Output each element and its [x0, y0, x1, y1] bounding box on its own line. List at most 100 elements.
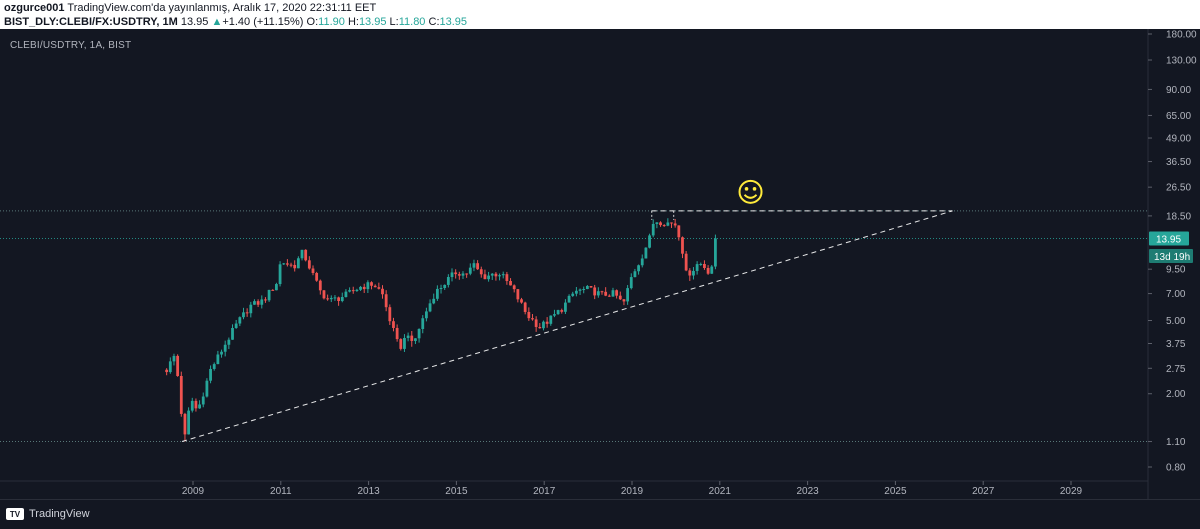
last-price-badge	[1149, 231, 1189, 246]
last-price-text: 13.95	[180, 16, 209, 28]
x-tick-label: 2019	[621, 486, 644, 497]
candle-body	[220, 351, 223, 355]
candle-body	[271, 289, 275, 291]
high-label: H:	[347, 16, 359, 28]
candle-body	[629, 277, 633, 289]
candle-body	[253, 301, 256, 305]
horizontal-levels	[0, 210, 1148, 443]
candle-body	[520, 299, 523, 303]
change-text: +1.40 (+11.15%)	[222, 16, 304, 28]
candle-body	[264, 299, 267, 301]
y-tick-label: 9.50	[1166, 265, 1186, 276]
x-tick-label: 2011	[270, 486, 292, 497]
candle-body	[681, 237, 684, 254]
candle-body	[351, 290, 355, 292]
x-tick-label: 2015	[445, 486, 468, 497]
brand-text: TradingView	[29, 508, 90, 520]
low-value: 11.80	[398, 16, 426, 28]
candle-body	[238, 317, 242, 324]
candle-body	[611, 290, 615, 297]
y-tick-label: 2.00	[1166, 389, 1186, 400]
candle-body	[549, 315, 553, 324]
candle-body	[604, 291, 608, 296]
tradingview-logo[interactable]: TV TradingView	[6, 508, 90, 520]
last-price-label: 13.95	[1156, 234, 1181, 245]
candle-body	[179, 375, 183, 414]
candle-body	[450, 272, 454, 278]
candles	[165, 218, 717, 442]
candle-body	[231, 327, 234, 340]
candle-body	[318, 280, 322, 291]
y-tick-label: 49.00	[1166, 134, 1191, 145]
candle-body	[483, 274, 487, 280]
candle-body	[509, 281, 512, 286]
candle-body	[633, 271, 637, 278]
candle-body	[615, 290, 619, 296]
candle-body	[677, 225, 681, 238]
candle-body	[512, 285, 516, 290]
candle-body	[662, 225, 666, 227]
header-bar: ozgurce001 TradingView.com'da yayınlanmı…	[0, 0, 1200, 29]
candle-body	[461, 273, 465, 276]
candle-body	[714, 238, 717, 267]
candle-body	[593, 287, 597, 296]
footer-bar: TV TradingView	[0, 499, 1200, 529]
candle-body	[392, 321, 395, 328]
y-tick-label: 36.50	[1166, 157, 1191, 168]
candle-body	[326, 298, 330, 300]
candle-body	[692, 270, 695, 276]
candle-body	[659, 222, 662, 226]
y-tick-label: 180.00	[1166, 30, 1197, 41]
open-label: O:	[306, 16, 319, 28]
tradingview-icon: TV	[6, 508, 24, 520]
candle-body	[684, 253, 688, 271]
candle-body	[414, 338, 417, 341]
y-tick-label: 5.00	[1166, 316, 1186, 327]
candle-body	[567, 295, 571, 303]
candle-body	[370, 282, 373, 286]
candle-body	[388, 307, 392, 322]
candle-body	[571, 293, 575, 296]
chart-area[interactable]: 180.00 130.00 90.00 65.00 49.00 36.50 26.50 18.…	[0, 29, 1200, 499]
candle-body	[340, 297, 344, 302]
candle-body	[564, 302, 567, 312]
candle-body	[190, 400, 194, 411]
candle-body	[666, 222, 670, 226]
candle-body	[494, 273, 498, 277]
candle-body	[172, 355, 176, 362]
publisher-name[interactable]: ozgurce001	[4, 2, 65, 14]
candle-body	[205, 380, 209, 397]
smiley-eye	[752, 187, 757, 191]
candle-body	[622, 299, 626, 302]
candle-body	[373, 285, 377, 288]
candle-body	[553, 314, 556, 316]
smiley-mouth	[743, 194, 758, 199]
candle-body	[168, 361, 172, 373]
x-tick-label: 2027	[972, 486, 995, 497]
candle-body	[490, 273, 494, 276]
candle-body	[637, 265, 640, 272]
candle-body	[556, 310, 560, 315]
candle-body	[333, 297, 337, 299]
y-tick-label: 65.00	[1166, 111, 1191, 122]
candle-body	[618, 295, 622, 300]
candle-body	[256, 301, 260, 305]
candle-body	[706, 267, 710, 274]
symbol-info: BIST_DLY:CLEBI/FX:USDTRY, 1M 13.95 ▲+1.4…	[4, 16, 467, 28]
y-tick-label: 90.00	[1166, 85, 1191, 96]
candle-body	[377, 287, 381, 289]
close-value: 13.95	[439, 16, 468, 28]
candle-body	[527, 311, 531, 319]
candle-body	[201, 396, 205, 405]
candle-body	[542, 321, 545, 329]
candle-body	[322, 290, 326, 299]
y-tick-label: 26.50	[1166, 183, 1191, 194]
price-chart[interactable]: 180.00 130.00 90.00 65.00 49.00 36.50 26.50 18.…	[0, 29, 1200, 499]
candle-body	[165, 369, 169, 373]
candle-body	[395, 327, 399, 340]
smiley-face-icon	[738, 179, 763, 204]
candle-body	[487, 275, 490, 280]
candle-body	[626, 288, 630, 302]
y-tick-label: 2.75	[1166, 364, 1186, 375]
candle-body	[278, 264, 282, 285]
